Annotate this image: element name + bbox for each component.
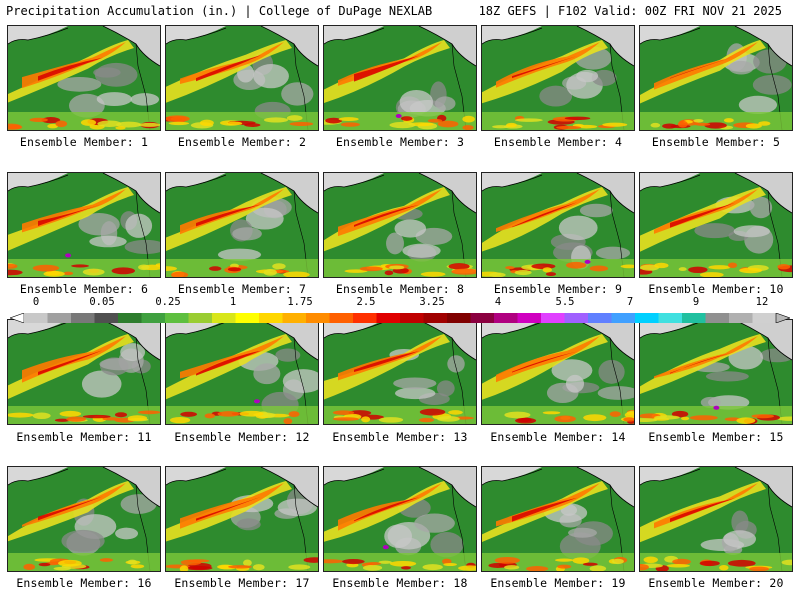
ensemble-member-map — [481, 466, 635, 572]
colorbar-segment — [329, 313, 354, 323]
ensemble-member-label: Ensemble Member: 7 — [177, 282, 307, 296]
ensemble-member-label: Ensemble Member: 11 — [16, 430, 152, 444]
colorbar-segment — [282, 313, 307, 323]
ensemble-member-map — [165, 25, 319, 131]
colorbar-segment — [564, 313, 589, 323]
colorbar-segment — [752, 313, 777, 323]
ensemble-member-map — [639, 25, 793, 131]
colorbar-segment — [188, 313, 213, 323]
ensemble-member-label: Ensemble Member: 8 — [335, 282, 465, 296]
ensemble-member-map — [323, 172, 477, 278]
map-title: Precipitation Accumulation (in.) | Colle… — [6, 4, 433, 18]
colorbar-segment — [517, 313, 542, 323]
colorbar-segment — [541, 313, 565, 323]
ensemble-member-label: Ensemble Member: 2 — [177, 135, 307, 149]
colorbar-segment — [235, 313, 260, 323]
colorbar-tick-label: 0.25 — [155, 296, 181, 308]
colorbar-segment — [611, 313, 636, 323]
ensemble-member-map — [7, 172, 161, 278]
colorbar-segment — [71, 313, 95, 323]
ensemble-member-map — [639, 172, 793, 278]
colorbar-segment — [212, 313, 236, 323]
ensemble-member-map — [639, 466, 793, 572]
colorbar-tick-label: 4 — [494, 296, 502, 308]
colorbar-segment — [24, 313, 48, 323]
colorbar-segment — [259, 313, 283, 323]
ensemble-member-label: Ensemble Member: 5 — [651, 135, 781, 149]
ensemble-member-map — [165, 172, 319, 278]
ensemble-member-map — [7, 25, 161, 131]
colorbar-segment — [658, 313, 683, 323]
colorbar-segment — [729, 313, 753, 323]
colorbar-left-arrow — [9, 312, 25, 324]
colorbar-segment — [353, 313, 377, 323]
colorbar-segment — [447, 313, 471, 323]
ensemble-member-map — [7, 319, 161, 425]
colorbar-segment — [94, 313, 119, 323]
colorbar-segment — [306, 313, 330, 323]
colorbar-segment — [635, 313, 659, 323]
colorbar-segment — [141, 313, 166, 323]
colorbar-segment — [400, 313, 424, 323]
colorbar-tick-label: 2.5 — [356, 296, 376, 308]
colorbar-tick-label: 9 — [692, 296, 700, 308]
ensemble-member-map — [639, 319, 793, 425]
ensemble-member-label: Ensemble Member: 10 — [648, 282, 784, 296]
colorbar-tick-label: 0.05 — [89, 296, 115, 308]
colorbar-segment — [118, 313, 142, 323]
colorbar-segment — [588, 313, 612, 323]
ensemble-member-label: Ensemble Member: 3 — [335, 135, 465, 149]
ensemble-member-label: Ensemble Member: 19 — [490, 576, 626, 590]
ensemble-member-map — [323, 466, 477, 572]
colorbar-segment — [165, 313, 189, 323]
ensemble-member-label: Ensemble Member: 9 — [493, 282, 623, 296]
colorbar-segment — [47, 313, 72, 323]
colorbar-tick-label: 0 — [32, 296, 40, 308]
ensemble-member-label: Ensemble Member: 1 — [19, 135, 149, 149]
ensemble-member-map — [323, 25, 477, 131]
ensemble-member-map — [7, 466, 161, 572]
ensemble-member-label: Ensemble Member: 12 — [174, 430, 310, 444]
ensemble-member-map — [165, 466, 319, 572]
colorbar-right-arrow — [775, 312, 791, 324]
colorbar-tick-label: 1 — [229, 296, 237, 308]
run-info: 18Z GEFS | F102 Valid: 00Z FRI NOV 21 20… — [478, 4, 782, 18]
ensemble-member-label: Ensemble Member: 16 — [16, 576, 152, 590]
colorbar-segment — [494, 313, 518, 323]
colorbar-tick-label: 5.5 — [555, 296, 575, 308]
ensemble-member-label: Ensemble Member: 14 — [490, 430, 626, 444]
colorbar-segment — [682, 313, 706, 323]
ensemble-member-label: Ensemble Member: 17 — [174, 576, 310, 590]
colorbar-segment — [470, 313, 495, 323]
ensemble-member-label: Ensemble Member: 6 — [19, 282, 149, 296]
ensemble-member-map — [323, 319, 477, 425]
colorbar-tick-label: 12 — [755, 296, 769, 308]
precip-colorbar — [9, 308, 791, 324]
header: Precipitation Accumulation (in.) | Colle… — [0, 0, 800, 22]
ensemble-member-label: Ensemble Member: 13 — [332, 430, 468, 444]
colorbar-tick-label: 1.75 — [287, 296, 313, 308]
colorbar-segment — [376, 313, 401, 323]
ensemble-member-map — [481, 319, 635, 425]
colorbar-segment — [423, 313, 448, 323]
ensemble-member-label: Ensemble Member: 20 — [648, 576, 784, 590]
ensemble-member-map — [481, 25, 635, 131]
ensemble-member-label: Ensemble Member: 15 — [648, 430, 784, 444]
colorbar-segment — [705, 313, 730, 323]
ensemble-member-label: Ensemble Member: 4 — [493, 135, 623, 149]
ensemble-member-label: Ensemble Member: 18 — [332, 576, 468, 590]
ensemble-member-map — [165, 319, 319, 425]
ensemble-member-map — [481, 172, 635, 278]
colorbar-tick-label: 7 — [626, 296, 634, 308]
colorbar-tick-label: 3.25 — [419, 296, 445, 308]
